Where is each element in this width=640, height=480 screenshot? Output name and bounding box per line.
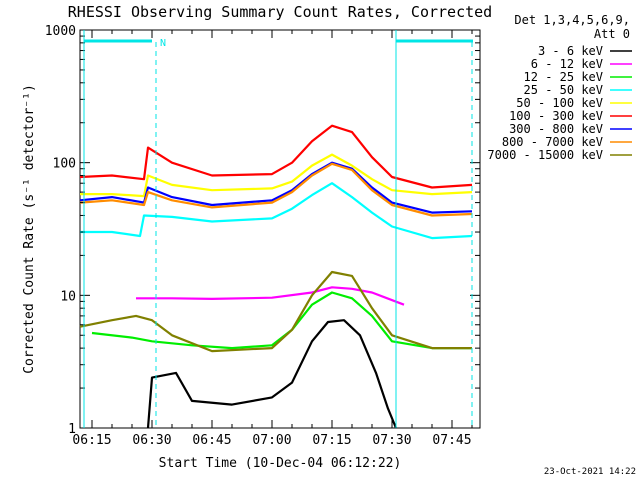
- x-tick-label-3: 06:45: [192, 433, 231, 448]
- y-tick-label-3: 100: [53, 157, 76, 172]
- legend-label-6: 100 - 300 keV: [509, 109, 603, 123]
- x-axis-label: Start Time (10-Dec-04 06:12:22): [159, 456, 402, 471]
- x-tick-label-2: 06:30: [132, 433, 171, 448]
- series-line-6: [79, 124, 473, 189]
- legend-label-2: 6 - 12 keV: [531, 57, 603, 71]
- legend-label-4: 25 - 50 keV: [524, 83, 603, 97]
- night-flag-label: N: [160, 38, 166, 49]
- series-line-8: [79, 162, 473, 217]
- y-axis-label: Corrected Count Rate (s⁻¹ detector⁻¹): [22, 84, 37, 374]
- series-layer: [79, 124, 473, 429]
- plot-frame: [79, 29, 481, 429]
- footer-timestamp: 23-Oct-2021 14:22: [544, 467, 636, 477]
- legend-label-3: 12 - 25 keV: [524, 70, 603, 84]
- legend-label-1: 3 - 6 keV: [538, 44, 603, 58]
- plot-area: 06:15 06:30 06:45 07:00 07:15 07:30 07:45 1 10 10…: [45, 24, 481, 448]
- legend-label-8: 800 - 7000 keV: [502, 135, 603, 149]
- series-line-3: [91, 291, 472, 350]
- x-tick-label-4: 07:00: [252, 433, 291, 448]
- legend-label-7: 300 - 800 keV: [509, 122, 603, 136]
- legend-label-5: 50 - 100 keV: [516, 96, 603, 110]
- series-line-1: [146, 319, 398, 429]
- x-tick-label-6: 07:30: [372, 433, 411, 448]
- legend-label-9: 7000 - 15000 keV: [487, 148, 603, 162]
- legend-title-line-1: Det 1,3,4,5,6,9,: [514, 13, 630, 27]
- y-tick-label-1: 1: [68, 422, 76, 437]
- series-line-2: [136, 286, 405, 306]
- series-line-4: [80, 182, 473, 240]
- legend-title-line-2: Att 0: [594, 27, 630, 41]
- y-tick-label-2: 10: [60, 289, 76, 304]
- x-tick-label-1: 06:15: [72, 433, 111, 448]
- y-tick-label-4: 1000: [45, 24, 76, 39]
- x-tick-label-5: 07:15: [312, 433, 351, 448]
- chart-title: RHESSI Observing Summary Count Rates, Co…: [68, 3, 492, 21]
- marker-layer: N: [83, 30, 473, 428]
- x-tick-label-7: 07:45: [432, 433, 471, 448]
- series-line-9: [79, 270, 472, 353]
- series-line-5: [80, 153, 473, 198]
- axis-layer: 06:15 06:30 06:45 07:00 07:15 07:30 07:45 1 10 10…: [45, 24, 480, 448]
